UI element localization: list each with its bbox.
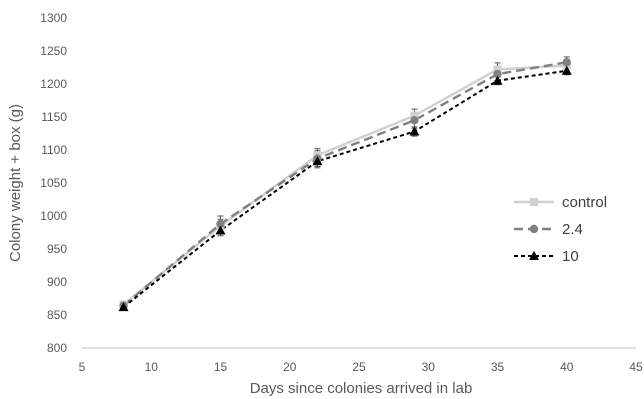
legend-2-4-label: 2.4 bbox=[562, 221, 583, 238]
series-2-4-marker bbox=[216, 219, 225, 229]
series-10-marker bbox=[409, 126, 420, 136]
series-2-4-marker bbox=[562, 58, 571, 67]
y-tick-label: 1000 bbox=[40, 209, 67, 223]
legend-2-4-swatch-marker bbox=[529, 224, 539, 234]
y-tick-label: 1100 bbox=[41, 143, 67, 157]
series-10-line bbox=[122, 69, 567, 308]
y-tick-label: 1300 bbox=[40, 11, 67, 25]
series-2-4-marker bbox=[493, 69, 502, 79]
series-10-marker bbox=[492, 75, 503, 85]
error-bars bbox=[120, 56, 570, 310]
legend-control-swatch-marker bbox=[530, 198, 538, 206]
legend-10-label: 10 bbox=[562, 248, 579, 265]
y-tick-label: 850 bbox=[47, 308, 67, 322]
x-tick-label: 40 bbox=[560, 360, 574, 374]
y-tick-label: 1200 bbox=[40, 77, 67, 91]
x-tick-label: 15 bbox=[214, 360, 228, 374]
series-control-marker bbox=[410, 111, 419, 120]
x-tick-label: 45 bbox=[629, 360, 643, 374]
x-tick-label: 5 bbox=[79, 360, 86, 374]
y-axis-tick-labels: 800 850 900 950 1000 1050 1100 1150 1200 1250 1300 bbox=[40, 11, 67, 355]
series-2-4-line bbox=[122, 61, 567, 307]
legend: control 2.4 10 bbox=[514, 194, 607, 265]
x-tick-label: 30 bbox=[422, 360, 436, 374]
legend-control-label: control bbox=[562, 194, 607, 211]
y-tick-label: 1150 bbox=[41, 110, 67, 124]
legend-10-swatch-marker bbox=[529, 251, 539, 260]
series-10-marker bbox=[118, 302, 129, 312]
x-tick-label: 25 bbox=[352, 360, 366, 374]
y-tick-label: 800 bbox=[47, 341, 67, 355]
y-tick-label: 900 bbox=[47, 275, 67, 289]
y-tick-label: 1250 bbox=[40, 44, 67, 58]
series-control-line bbox=[122, 64, 567, 306]
series-10-marker bbox=[561, 65, 572, 75]
x-tick-label: 10 bbox=[145, 360, 159, 374]
series-10-marker bbox=[215, 225, 226, 235]
x-axis-title: Days since colonies arrived in lab bbox=[250, 380, 473, 397]
series-10-marker bbox=[312, 156, 323, 166]
series-markers bbox=[118, 58, 572, 312]
series-control-marker bbox=[493, 65, 502, 74]
y-axis-title: Colony weight + box (g) bbox=[7, 104, 24, 262]
y-tick-label: 1050 bbox=[40, 176, 67, 190]
series-lines bbox=[122, 61, 567, 308]
x-tick-label: 20 bbox=[283, 360, 297, 374]
x-tick-label: 35 bbox=[491, 360, 505, 374]
series-2-4-marker bbox=[410, 116, 419, 125]
y-tick-label: 950 bbox=[47, 242, 67, 256]
x-axis-tick-labels: 5 10 15 20 25 30 35 40 45 bbox=[79, 360, 643, 374]
